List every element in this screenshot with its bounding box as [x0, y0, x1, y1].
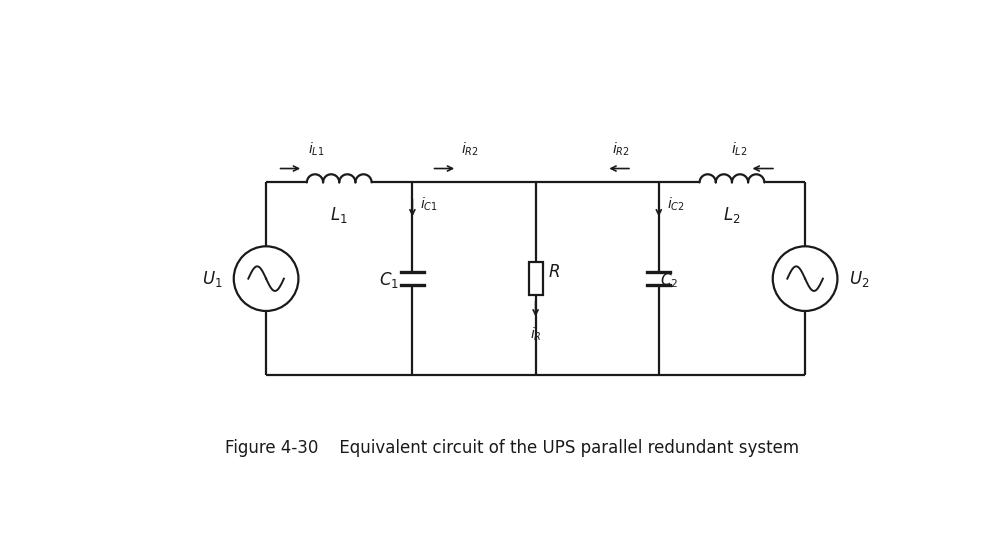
Circle shape: [234, 246, 298, 311]
Bar: [529, 262, 543, 295]
Text: $i_{C2}$: $i_{C2}$: [667, 195, 684, 213]
Text: $U_2$: $U_2$: [849, 269, 869, 289]
Text: $C_2$: $C_2$: [660, 271, 679, 289]
Text: $i_{L1}$: $i_{L1}$: [308, 141, 324, 158]
Text: $U_1$: $U_1$: [202, 269, 222, 289]
Text: $i_{C1}$: $i_{C1}$: [420, 195, 438, 213]
Text: $i_{R2}$: $i_{R2}$: [612, 141, 630, 158]
Text: $L_2$: $L_2$: [723, 206, 741, 225]
Text: Figure 4-30    Equivalent circuit of the UPS parallel redundant system: Figure 4-30 Equivalent circuit of the UP…: [225, 439, 800, 457]
Circle shape: [773, 246, 837, 311]
Text: $L_1$: $L_1$: [330, 206, 348, 225]
Text: $i_{L2}$: $i_{L2}$: [731, 141, 747, 158]
Text: $i_{R2}$: $i_{R2}$: [461, 141, 479, 158]
Text: $C_1$: $C_1$: [379, 270, 399, 290]
Text: $R$: $R$: [548, 264, 560, 281]
Text: $i_R$: $i_R$: [530, 326, 541, 343]
